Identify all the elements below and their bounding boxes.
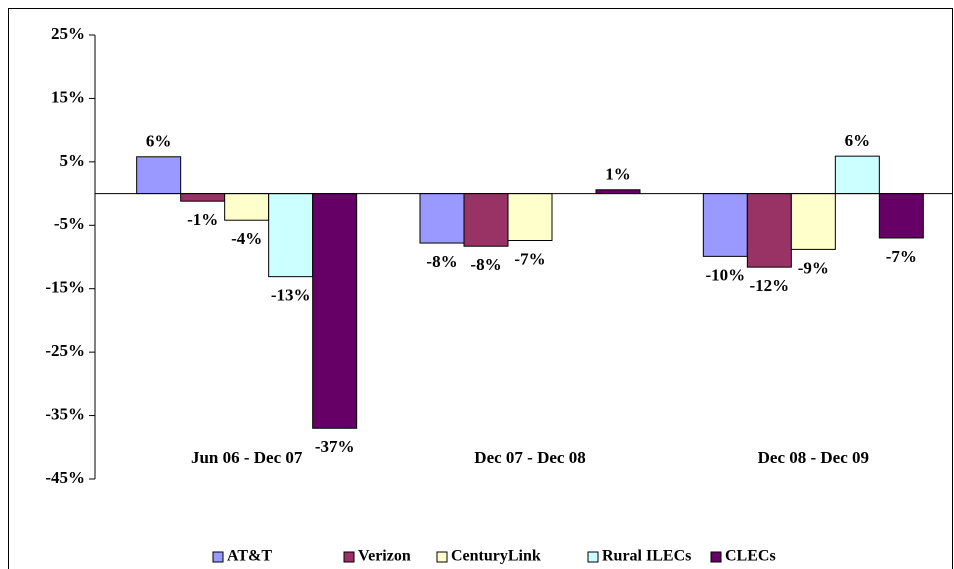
x-tick-label: Dec 07 - Dec 08	[474, 448, 585, 467]
y-tick-label: 5%	[60, 151, 86, 170]
bar	[268, 193, 314, 278]
y-tick-label: -45%	[45, 468, 85, 487]
bar	[878, 193, 924, 239]
data-label: -7%	[886, 247, 917, 266]
legend-label: CenturyLink	[451, 548, 541, 565]
legend-swatch	[343, 551, 355, 563]
data-label: -8%	[470, 255, 501, 274]
x-tick-label: Dec 08 - Dec 09	[758, 448, 869, 467]
bar	[463, 193, 509, 247]
y-tick-label: 25%	[51, 24, 85, 43]
bar	[312, 193, 358, 429]
bar	[790, 193, 836, 250]
y-tick-label: -15%	[45, 278, 85, 297]
data-label: -37%	[315, 437, 355, 456]
data-label: -10%	[705, 265, 745, 284]
bar	[180, 193, 226, 202]
x-tick-label: Jun 06 - Dec 07	[191, 448, 303, 467]
bar	[419, 193, 465, 244]
data-label: 6%	[146, 132, 172, 151]
data-label: -8%	[426, 252, 457, 271]
legend-label: CLECs	[725, 548, 776, 565]
data-label: -7%	[514, 249, 545, 268]
bar	[595, 189, 641, 195]
y-tick-label: -35%	[45, 404, 85, 423]
legend-swatch	[587, 551, 599, 563]
legend-swatch	[212, 551, 224, 563]
bar	[507, 193, 553, 242]
bar	[224, 193, 270, 221]
legend-swatch	[436, 551, 448, 563]
legend-label: Verizon	[358, 548, 411, 565]
y-tick-label: -25%	[45, 341, 85, 360]
y-tick-label: -5%	[54, 214, 85, 233]
data-label: 6%	[845, 131, 871, 150]
data-label: -1%	[187, 210, 218, 229]
data-label: 1%	[605, 165, 631, 184]
bar	[834, 155, 880, 195]
data-label: -12%	[749, 276, 789, 295]
legend-label: AT&T	[227, 548, 272, 565]
data-label: -4%	[231, 229, 262, 248]
legend-swatch	[710, 551, 722, 563]
bar	[136, 156, 182, 195]
bar	[702, 193, 748, 257]
y-tick-label: 15%	[51, 87, 85, 106]
data-label: -9%	[798, 258, 829, 277]
data-label: -13%	[271, 286, 311, 305]
chart-frame	[8, 8, 953, 569]
legend-label: Rural ILECs	[602, 548, 691, 565]
bar	[746, 193, 792, 268]
